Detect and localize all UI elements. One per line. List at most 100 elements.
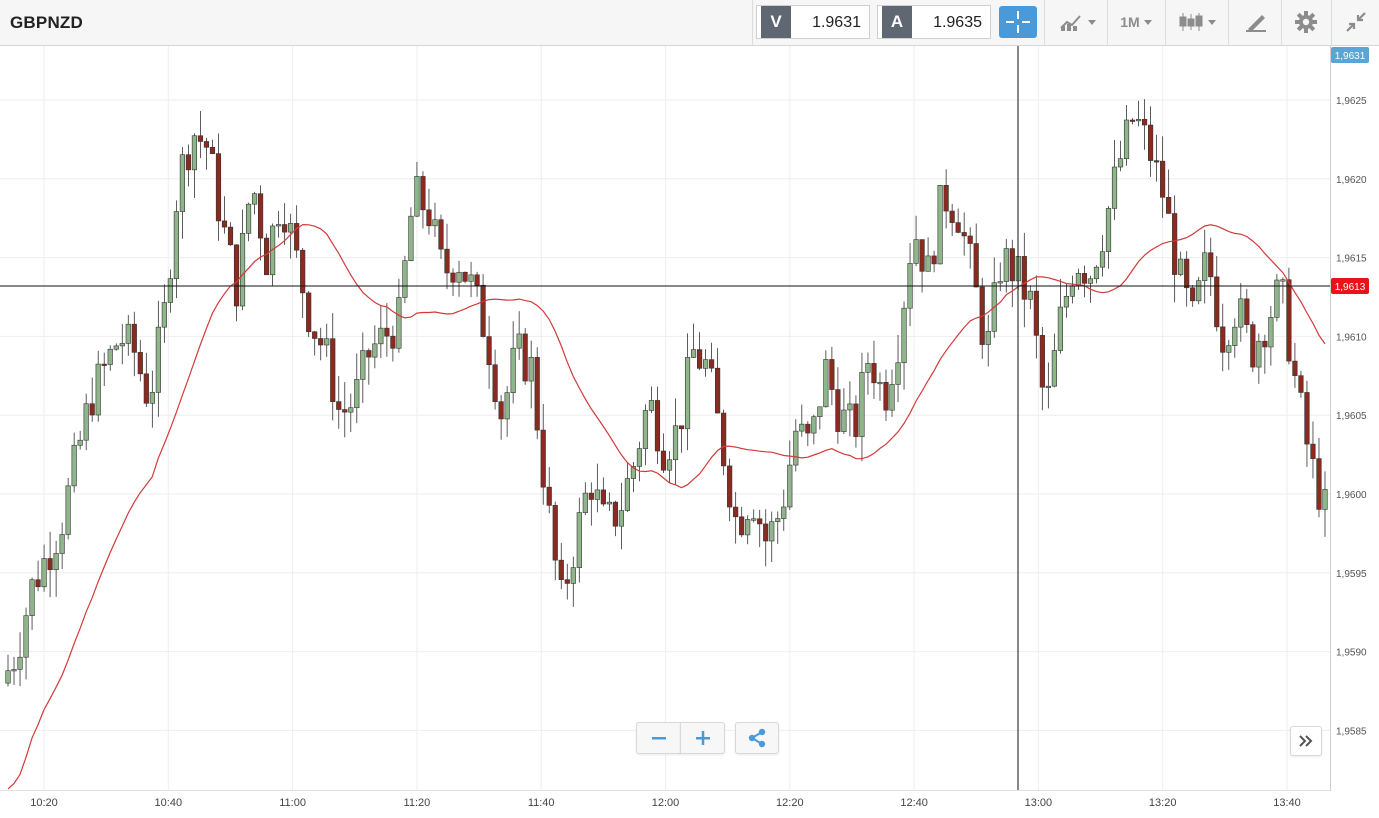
candle-body <box>113 345 119 350</box>
candle-body <box>564 579 570 584</box>
timeframe-button[interactable]: 1M <box>1110 4 1162 40</box>
crosshair-price-tag: 1,9613 <box>1331 277 1369 294</box>
zoom-out-button[interactable] <box>636 722 681 754</box>
candle-body <box>1081 273 1088 284</box>
toolbar-separator <box>1107 0 1108 45</box>
settings-button[interactable] <box>1285 4 1327 40</box>
gear-icon <box>1295 11 1317 33</box>
candle-body <box>600 489 606 505</box>
candle-body <box>895 362 901 385</box>
candle-body <box>203 141 210 148</box>
candle-body <box>1274 279 1280 318</box>
candle-body <box>576 512 582 568</box>
candle-body <box>456 271 462 283</box>
candle-body <box>684 357 691 430</box>
candle-body <box>672 425 679 461</box>
candle-body <box>1033 290 1039 336</box>
share-icon <box>748 728 766 748</box>
candle-body <box>1292 360 1298 376</box>
candle-body <box>546 486 552 506</box>
candle-body <box>480 284 486 337</box>
candle-body <box>865 363 871 373</box>
time-tick-label: 13:20 <box>1149 797 1177 809</box>
ask-label: A <box>882 6 912 38</box>
candle-body <box>528 357 534 382</box>
bid-price-box[interactable]: V 1.9631 <box>756 5 870 39</box>
candle-body <box>835 389 841 432</box>
crosshair-button[interactable] <box>999 6 1037 38</box>
candlestick-series <box>5 99 1328 687</box>
candle-body <box>1111 166 1118 209</box>
candle-body <box>101 363 107 366</box>
candle-body <box>709 359 715 369</box>
candle-body <box>690 349 697 358</box>
candle-body <box>125 323 131 344</box>
candle-body <box>648 400 655 411</box>
candle-body <box>799 423 805 432</box>
timeframe-label: 1M <box>1120 14 1140 30</box>
candle-body <box>257 193 264 239</box>
indicators-button[interactable] <box>1050 4 1104 40</box>
scroll-to-latest-button[interactable] <box>1290 726 1322 756</box>
candle-body <box>462 271 468 282</box>
time-tick-label: 10:40 <box>155 797 183 809</box>
candle-body <box>1298 375 1304 393</box>
candle-body <box>1196 280 1202 302</box>
ask-price: 1.9635 <box>933 14 982 31</box>
chart-type-button[interactable] <box>1170 4 1224 40</box>
drawing-tools-button[interactable] <box>1234 4 1278 40</box>
candle-body <box>534 357 540 431</box>
candle-body <box>179 154 185 212</box>
candle-body <box>264 237 270 276</box>
candle-body <box>426 209 432 227</box>
candle-body <box>1250 324 1256 368</box>
candle-body <box>312 331 318 339</box>
candle-body <box>372 343 378 358</box>
candle-body <box>727 465 733 508</box>
price-tick-label: 1,9620 <box>1336 175 1367 186</box>
candle-body <box>1220 326 1226 353</box>
toolbar-separator <box>1331 0 1332 45</box>
candle-body <box>1148 124 1154 161</box>
candle-body <box>306 292 312 333</box>
collapse-button[interactable] <box>1336 4 1376 40</box>
candle-body <box>77 439 83 446</box>
candle-body <box>817 406 823 417</box>
time-tick-label: 10:20 <box>30 797 58 809</box>
share-button[interactable] <box>735 722 779 754</box>
bid-label: V <box>761 6 791 38</box>
candle-body <box>853 403 859 437</box>
candle-body <box>408 215 414 261</box>
candle-body <box>89 403 95 416</box>
candle-body <box>1262 340 1268 348</box>
top-toolbar: GBPNZD V 1.9631 A 1.9635 1M <box>0 0 1379 46</box>
candle-body <box>624 478 630 511</box>
candle-body <box>696 349 703 369</box>
candle-body <box>1232 326 1238 346</box>
candle-body <box>1069 285 1076 297</box>
candle-body <box>1039 335 1045 388</box>
candle-body <box>510 347 516 393</box>
ask-price-box[interactable]: A 1.9635 <box>877 5 991 39</box>
candle-body <box>1172 213 1178 275</box>
candle-body <box>1244 298 1250 325</box>
candle-body <box>630 466 637 479</box>
bid-price: 1.9631 <box>812 14 861 31</box>
plus-icon <box>695 731 710 745</box>
candle-body <box>444 248 450 274</box>
candle-body <box>769 521 775 542</box>
candle-body <box>793 430 799 466</box>
zoom-in-button[interactable] <box>680 722 725 754</box>
candle-body <box>973 243 979 288</box>
candle-body <box>1280 279 1286 282</box>
candle-body <box>1009 248 1015 282</box>
candle-body <box>438 219 444 250</box>
time-tick-label: 11:40 <box>528 797 555 809</box>
candle-body <box>288 223 294 233</box>
price-chart[interactable]: 1,9625 1,9620 1,9615 1,9610 1,9605 1,9600 1,95… <box>0 46 1379 818</box>
candle-body <box>47 558 53 571</box>
candle-body <box>137 352 143 375</box>
toolbar-separator <box>752 0 753 45</box>
candle-body <box>360 350 366 380</box>
candle-body <box>1286 279 1292 362</box>
